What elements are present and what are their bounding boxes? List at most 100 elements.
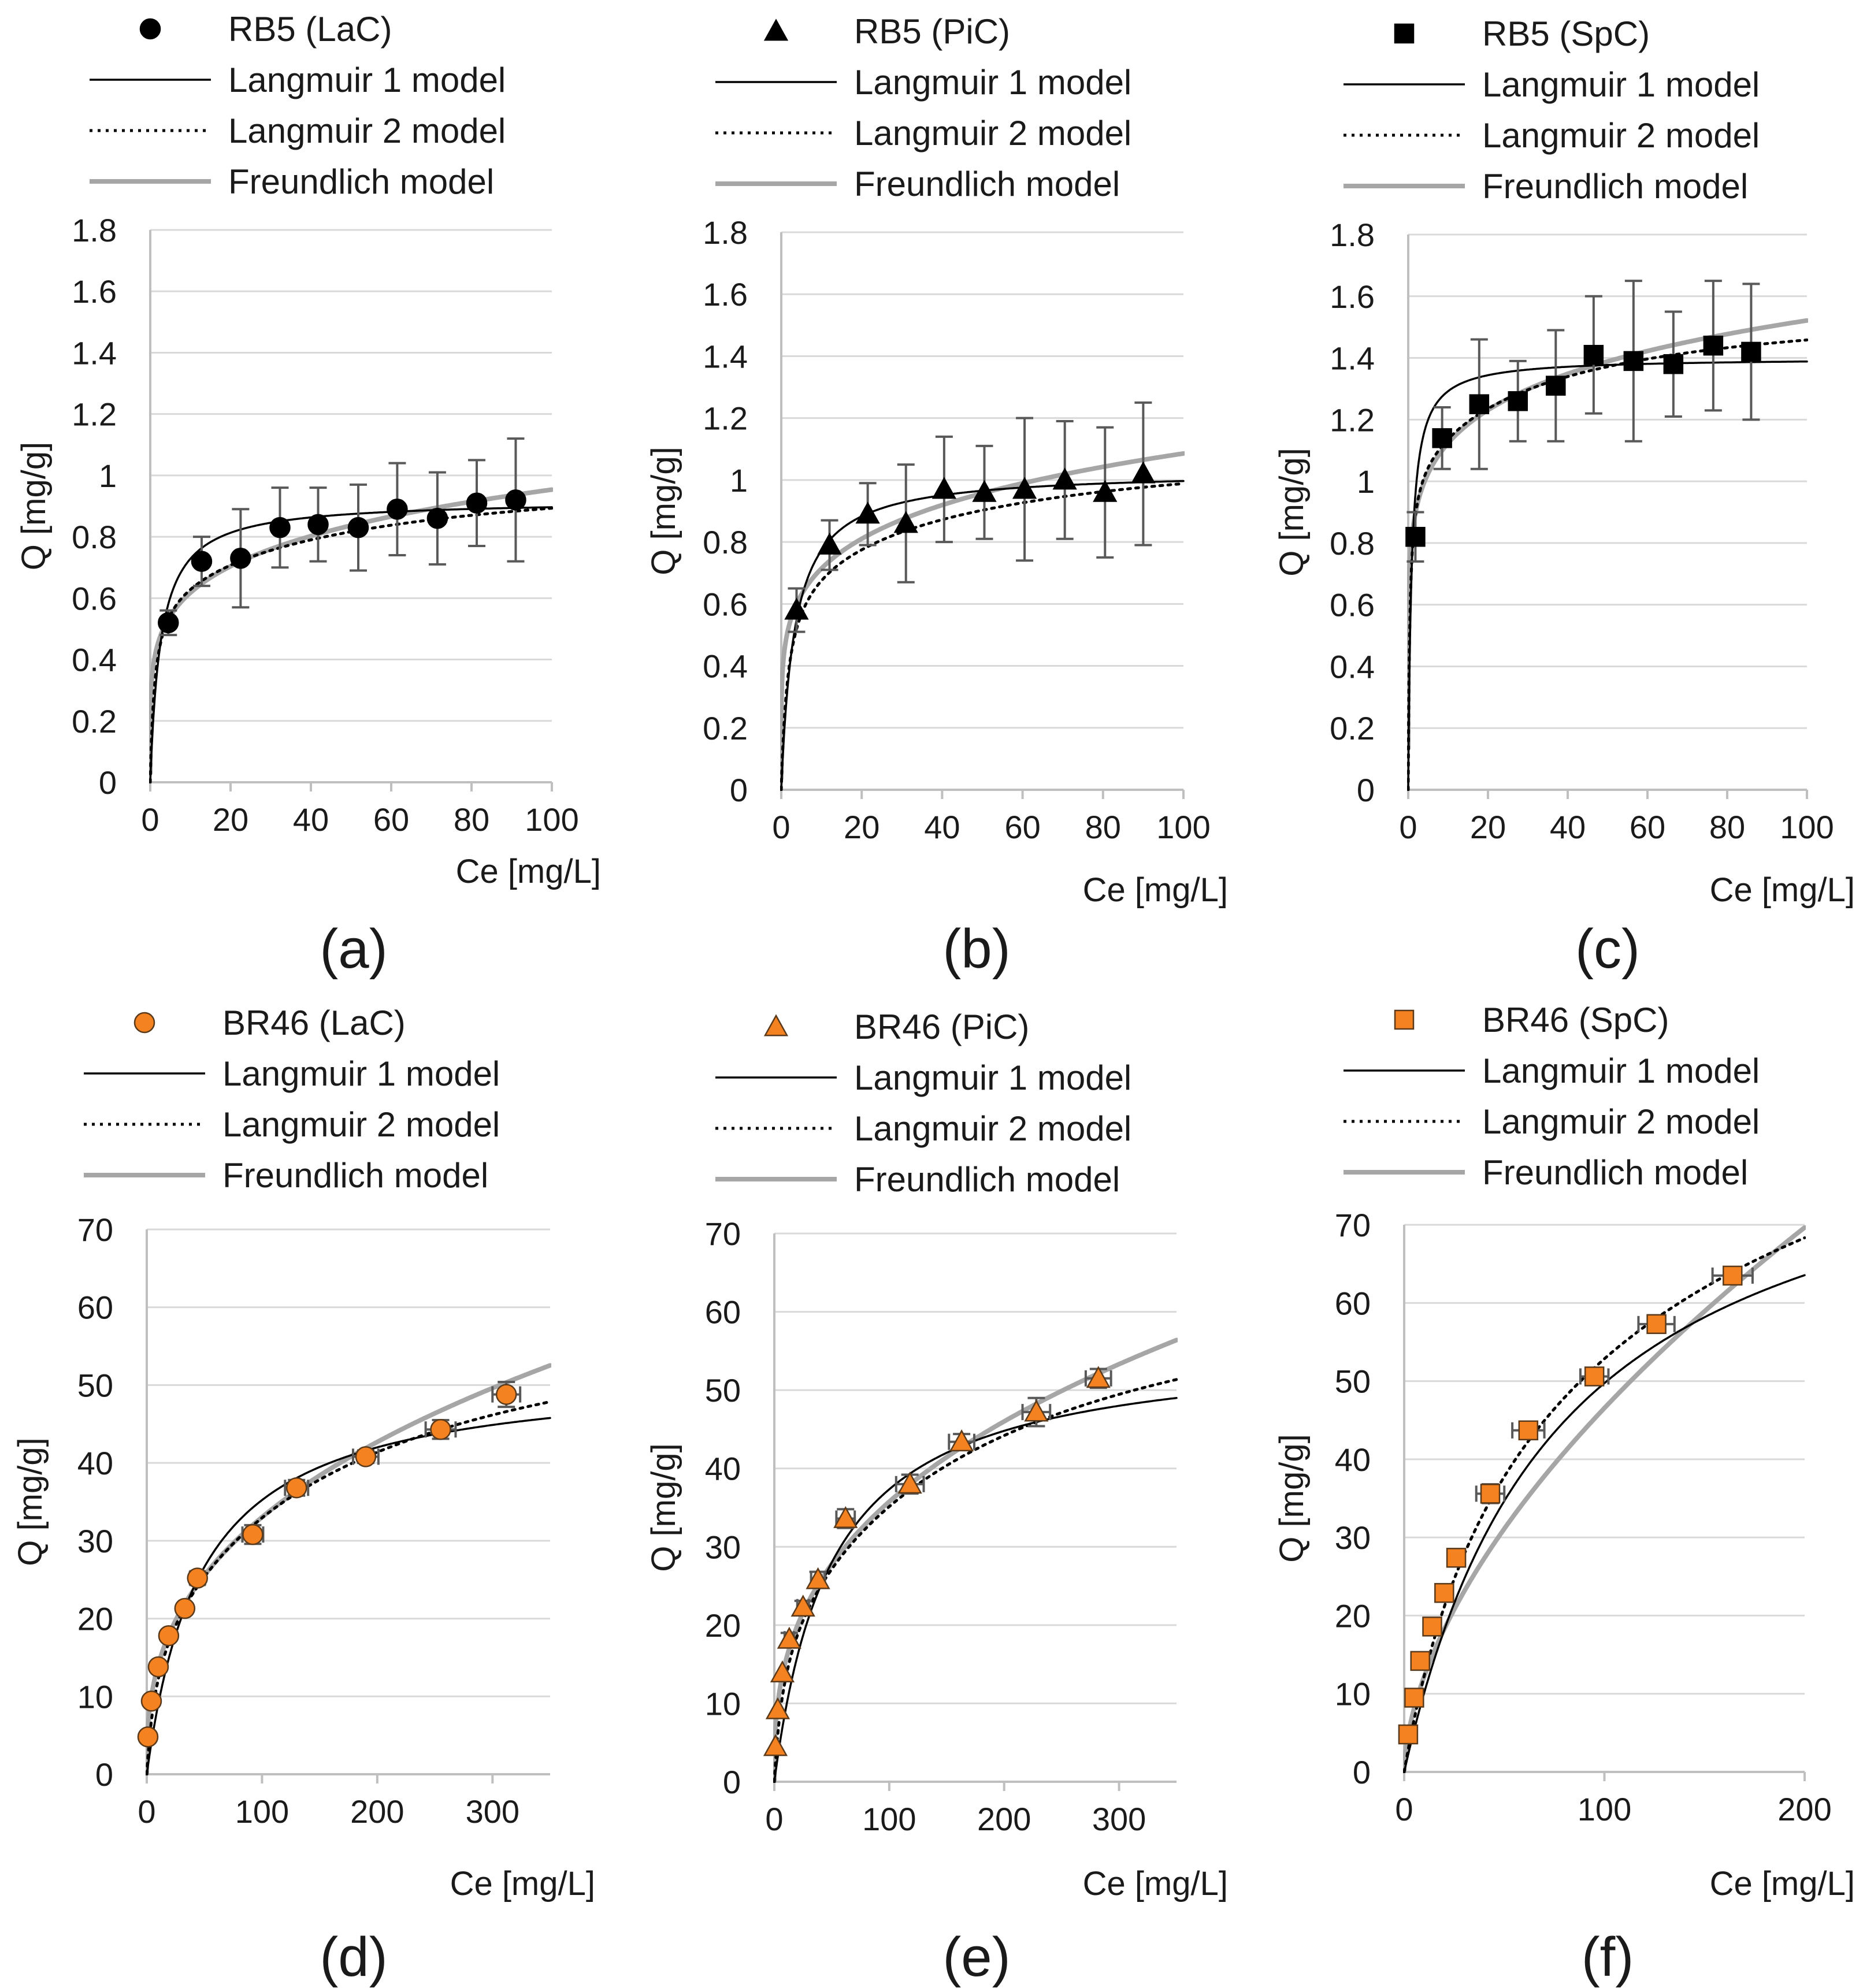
data-point <box>1086 1366 1111 1388</box>
y-tick-label: 0 <box>1353 1754 1371 1790</box>
data-point <box>972 480 997 502</box>
legend-label: RB5 (LaC) <box>228 10 392 49</box>
y-tick-label: 50 <box>77 1367 113 1403</box>
y-tick-label: 0.8 <box>72 519 117 555</box>
data-point <box>187 1567 208 1589</box>
data-point <box>158 1625 180 1647</box>
x-tick-label: 100 <box>1780 809 1834 845</box>
y-axis-label: Q [mg/g] <box>15 442 53 570</box>
x-tick-label: 20 <box>1470 809 1506 845</box>
data-point <box>1623 351 1644 371</box>
data-point <box>932 477 957 499</box>
legend-marker <box>133 1012 155 1034</box>
data-point <box>137 1726 159 1748</box>
chart-panel-f: 0 10 20 30 40 50 60 70 0 100 200 Ce [mg/L] Q [mg/g] B… <box>1273 1001 1855 1988</box>
data-point <box>833 1506 858 1528</box>
data-point <box>430 1418 451 1440</box>
data-point <box>1663 354 1684 374</box>
legend-marker <box>1394 23 1415 44</box>
x-tick-label: 40 <box>293 801 329 838</box>
freundlich-curve <box>1407 318 1808 750</box>
y-tick-label: 1.2 <box>72 396 117 433</box>
langmuir1-curve <box>1407 360 1808 791</box>
data-point <box>1432 428 1452 448</box>
freundlich-curve <box>146 1363 551 1775</box>
data-point <box>806 1567 830 1589</box>
data-point <box>1093 480 1118 502</box>
legend: RB5 (LaC) Langmuir 1 model Langmuir 2 mode… <box>90 10 506 201</box>
y-tick-label: 70 <box>77 1212 113 1248</box>
model-curves <box>780 451 1185 791</box>
y-tick-label: 50 <box>1335 1363 1371 1400</box>
legend-label: BR46 (LaC) <box>222 1004 406 1042</box>
legend-label: BR46 (PiC) <box>854 1008 1029 1046</box>
data-point <box>897 1472 922 1494</box>
x-tick-label: 0 <box>141 801 159 838</box>
data-point <box>307 514 329 536</box>
y-tick-label: 0 <box>723 1764 741 1800</box>
data-point <box>347 516 369 538</box>
x-tick-label: 80 <box>1085 809 1121 845</box>
data-point <box>855 501 880 524</box>
y-tick-label: 1.4 <box>72 335 117 371</box>
data-point <box>1422 1617 1442 1637</box>
legend-label: Langmuir 1 model <box>1482 65 1760 104</box>
y-tick-label: 60 <box>77 1290 113 1326</box>
y-tick-label: 1.8 <box>1330 217 1375 253</box>
legend-label: Langmuir 2 model <box>854 1109 1131 1148</box>
legend-marker <box>1394 1009 1415 1030</box>
data-point <box>1405 526 1426 547</box>
legend: RB5 (SpC) Langmuir 1 model Langmuir 2 mode… <box>1344 14 1760 206</box>
panel-label: (c) <box>1575 918 1640 980</box>
x-tick-label: 40 <box>1550 809 1586 845</box>
y-tick-label: 0 <box>95 1756 113 1793</box>
x-tick-label: 100 <box>862 1801 916 1837</box>
data-point <box>174 1597 196 1619</box>
y-tick-label: 30 <box>705 1529 741 1565</box>
y-tick-label: 70 <box>1335 1207 1371 1243</box>
x-axis-label: Ce [mg/L] <box>1083 871 1228 909</box>
model-curves <box>1403 1225 1806 1773</box>
y-tick-label: 0.4 <box>1330 648 1375 685</box>
data-point <box>1546 376 1566 396</box>
x-tick-label: 200 <box>977 1801 1031 1837</box>
data-point <box>1131 461 1156 484</box>
x-axis-label: Ce [mg/L] <box>456 853 601 890</box>
data-point <box>1703 335 1724 356</box>
data-point <box>1583 344 1604 365</box>
x-tick-label: 200 <box>350 1793 404 1830</box>
legend: BR46 (PiC) Langmuir 1 model Langmuir 2 mod… <box>715 1008 1131 1199</box>
data-point <box>1404 1688 1424 1708</box>
y-tick-label: 1.2 <box>1330 402 1375 438</box>
data-point <box>355 1446 377 1467</box>
panel-label: (d) <box>320 1926 387 1988</box>
y-tick-label: 0 <box>99 764 117 801</box>
legend-label: Langmuir 2 model <box>1482 116 1760 155</box>
y-tick-label: 0.8 <box>703 524 748 560</box>
x-axis-label: Ce [mg/L] <box>1710 1865 1855 1902</box>
langmuir2-curve <box>773 1378 1178 1783</box>
x-axis-label: Ce [mg/L] <box>1710 871 1855 909</box>
y-tick-label: 0.6 <box>1330 587 1375 623</box>
langmuir2-curve <box>1407 338 1808 791</box>
x-tick-label: 80 <box>454 801 489 838</box>
x-tick-label: 20 <box>844 809 879 845</box>
y-tick-label: 30 <box>1335 1519 1371 1556</box>
y-tick-label: 20 <box>705 1607 741 1644</box>
legend-marker <box>763 18 789 41</box>
data-point <box>765 1697 791 1719</box>
legend-label: Langmuir 2 model <box>854 114 1131 153</box>
data-point <box>505 489 526 511</box>
legend-label: Langmuir 1 model <box>228 61 506 99</box>
panel-label: (e) <box>942 1926 1010 1988</box>
y-tick-label: 0.2 <box>72 703 117 740</box>
y-tick-label: 10 <box>77 1678 113 1715</box>
langmuir2-curve <box>149 507 553 783</box>
y-tick-label: 40 <box>77 1445 113 1481</box>
data-point <box>1410 1651 1430 1671</box>
x-tick-label: 80 <box>1709 809 1745 845</box>
data-point <box>269 516 291 538</box>
x-tick-label: 100 <box>235 1793 289 1830</box>
data-point <box>1480 1484 1501 1504</box>
